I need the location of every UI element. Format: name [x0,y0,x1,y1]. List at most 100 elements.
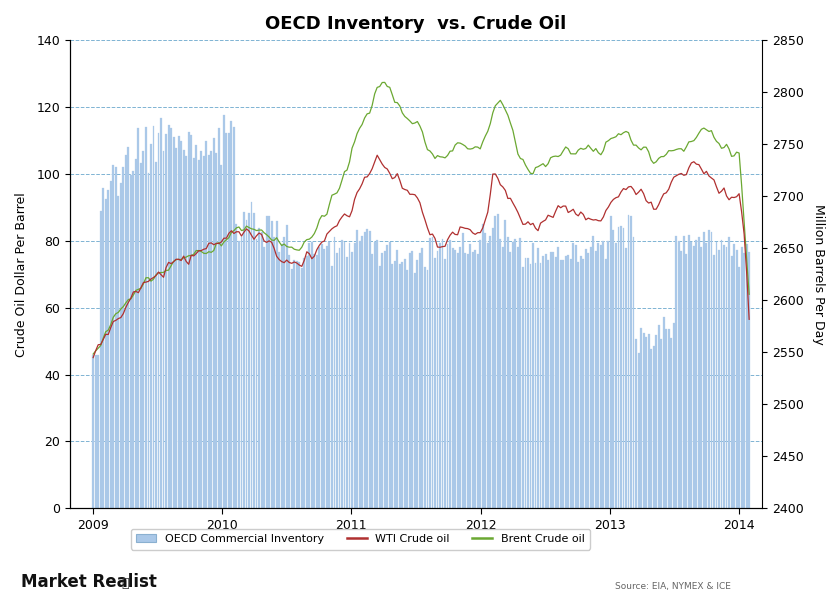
Bar [376,240,378,508]
Bar [228,133,230,508]
Bar [346,257,348,508]
Bar [680,251,682,508]
Bar [504,220,507,508]
Bar [419,253,421,508]
Bar [155,163,157,508]
Bar [457,253,459,508]
Bar [318,247,320,508]
Bar [482,224,484,508]
Bar [554,257,557,508]
Bar [399,264,401,508]
Bar [607,241,609,508]
Bar [437,251,438,508]
Bar [427,270,428,508]
Bar [379,266,381,508]
Bar [490,236,491,508]
Bar [728,236,730,508]
Bar [187,132,190,508]
Text: Market Realist: Market Realist [21,573,157,591]
Bar [200,151,202,508]
Bar [605,259,606,508]
Bar [524,259,527,508]
Bar [731,256,732,508]
Bar [477,254,479,508]
Bar [711,232,712,508]
Bar [386,245,388,508]
Bar [181,141,182,508]
Bar [547,260,549,508]
Bar [233,127,235,508]
Bar [718,250,720,508]
Bar [701,247,702,508]
Bar [105,199,107,508]
Bar [225,133,228,508]
Text: Source: EIA, NYMEX & ICE: Source: EIA, NYMEX & ICE [615,582,731,591]
Bar [248,213,250,508]
Bar [171,128,172,508]
Bar [424,267,426,508]
Bar [733,244,735,508]
Bar [374,242,375,508]
Bar [592,236,594,508]
Bar [743,253,745,508]
Bar [685,254,687,508]
Bar [409,253,411,508]
Bar [449,240,451,508]
Bar [240,237,243,508]
Bar [308,243,310,508]
Bar [633,237,634,508]
Bar [713,255,715,508]
Bar [549,252,552,508]
Bar [615,242,617,508]
Bar [250,202,253,508]
Y-axis label: Crude Oil Dollar Per Barrel: Crude Oil Dollar Per Barrel [15,192,28,356]
Bar [746,244,748,508]
Bar [323,250,325,508]
Bar [150,144,152,508]
Bar [296,261,297,508]
Bar [270,221,272,508]
Bar [148,173,150,508]
Bar [610,216,612,508]
Bar [519,238,522,508]
Bar [693,247,695,508]
Bar [726,247,727,508]
Bar [145,127,147,508]
Bar [190,136,192,508]
Bar [432,237,433,508]
Bar [394,262,396,508]
Bar [118,196,119,508]
Bar [359,241,360,508]
Bar [273,237,275,508]
Bar [351,252,353,508]
Bar [197,160,200,508]
Bar [235,224,238,508]
Bar [500,239,501,508]
Bar [514,239,517,508]
Bar [640,328,642,508]
Bar [675,236,677,508]
Bar [384,251,386,508]
Bar [276,221,277,508]
Bar [552,251,554,508]
Bar [120,182,122,508]
Bar [529,263,532,508]
Bar [281,244,282,508]
Bar [459,247,461,508]
Bar [721,240,722,508]
Bar [716,242,717,508]
Bar [303,257,305,508]
Bar [577,262,580,508]
Y-axis label: Million Barrels Per Day: Million Barrels Per Day [812,204,825,344]
Bar [638,353,639,508]
Bar [369,231,370,508]
Bar [472,253,474,508]
Bar [495,216,496,508]
Legend: OECD Commercial Inventory, WTI Crude oil, Brent Crude oil: OECD Commercial Inventory, WTI Crude oil… [131,529,591,550]
Bar [102,188,104,508]
Bar [650,349,652,508]
Bar [587,253,589,508]
Bar [336,253,338,508]
Bar [371,254,373,508]
Bar [278,252,280,508]
